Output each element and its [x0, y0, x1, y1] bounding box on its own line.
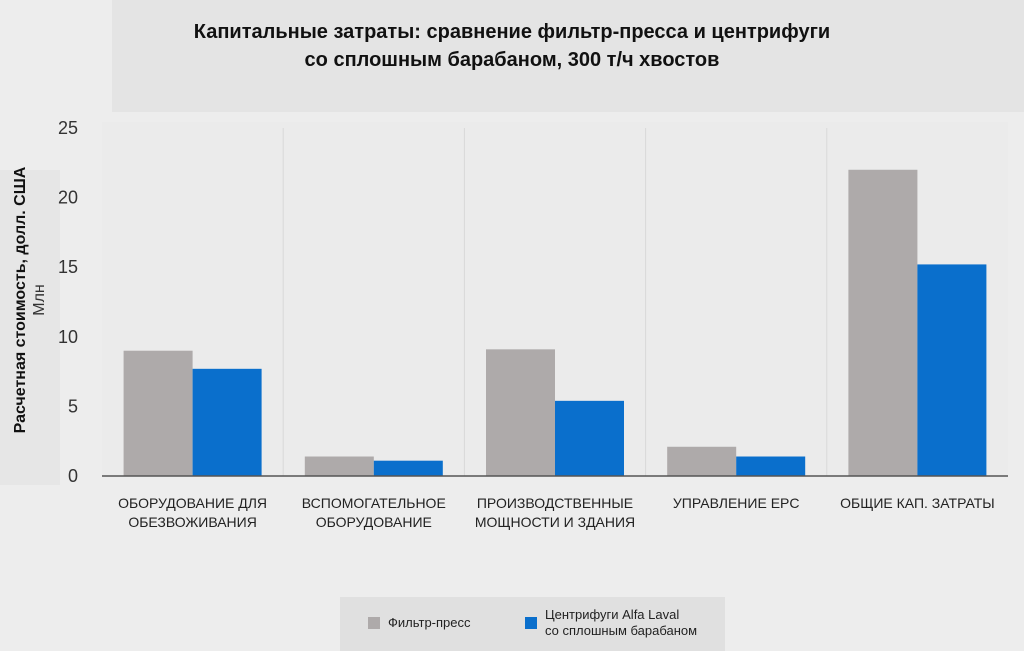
x-tick-label: ОБОРУДОВАНИЕ — [316, 514, 432, 530]
bar-centrifuge — [917, 264, 987, 476]
x-tick-label: ОБОРУДОВАНИЕ ДЛЯ — [118, 495, 267, 511]
bar-filter-press — [848, 169, 918, 476]
legend-label-filter-press: Фильтр-пресс — [388, 615, 471, 631]
y-axis-label-background — [0, 170, 60, 485]
y-tick-label: 0 — [68, 466, 78, 486]
bar-filter-press — [304, 456, 374, 476]
chart-title-line-2: со сплошным барабаном, 300 т/ч хвостов — [304, 49, 720, 71]
x-tick-label: МОЩНОСТИ И ЗДАНИЯ — [475, 514, 635, 530]
y-tick-label: 15 — [58, 257, 78, 277]
x-tick-label: ОБЕЗВОЖИВАНИЯ — [128, 514, 257, 530]
y-tick-label: 25 — [58, 118, 78, 138]
x-tick-label: УПРАВЛЕНИЕ EPC — [673, 495, 800, 511]
x-tick-label: ОБЩИЕ КАП. ЗАТРАТЫ — [840, 495, 995, 511]
legend-label-filter-press-line-1: Фильтр-пресс — [388, 615, 471, 630]
bar-centrifuge — [736, 456, 806, 476]
chart-title-line-1: Капитальные затраты: сравнение фильтр-пр… — [193, 21, 831, 43]
x-tick-label: ПРОИЗВОДСТВЕННЫЕ — [477, 495, 633, 511]
legend-label-centrifuge-line-1: Центрифуги Alfa Laval — [545, 607, 680, 622]
legend-swatch-filter-press — [368, 617, 380, 629]
y-tick-label: 5 — [68, 396, 78, 416]
bar-filter-press — [667, 446, 737, 476]
bar-filter-press — [123, 350, 193, 476]
bar-centrifuge — [373, 460, 443, 476]
legend-label-centrifuge: Центрифуги Alfa Laval со сплошным бараба… — [545, 607, 697, 639]
bar-filter-press — [486, 349, 555, 476]
chart-title: Капитальные затраты: сравнение фильтр-пр… — [112, 18, 912, 74]
x-tick-label: ВСПОМОГАТЕЛЬНОЕ — [302, 495, 446, 511]
legend-label-centrifuge-line-2: со сплошным барабаном — [545, 623, 698, 638]
y-tick-label: 10 — [58, 327, 78, 347]
bar-centrifuge — [192, 368, 262, 476]
title-background — [112, 0, 1024, 112]
bar-centrifuge — [555, 400, 624, 476]
legend-swatch-centrifuge — [525, 617, 537, 629]
legend: Фильтр-пресс Центрифуги Alfa Laval со сп… — [340, 597, 725, 651]
y-tick-label: 20 — [58, 188, 78, 208]
